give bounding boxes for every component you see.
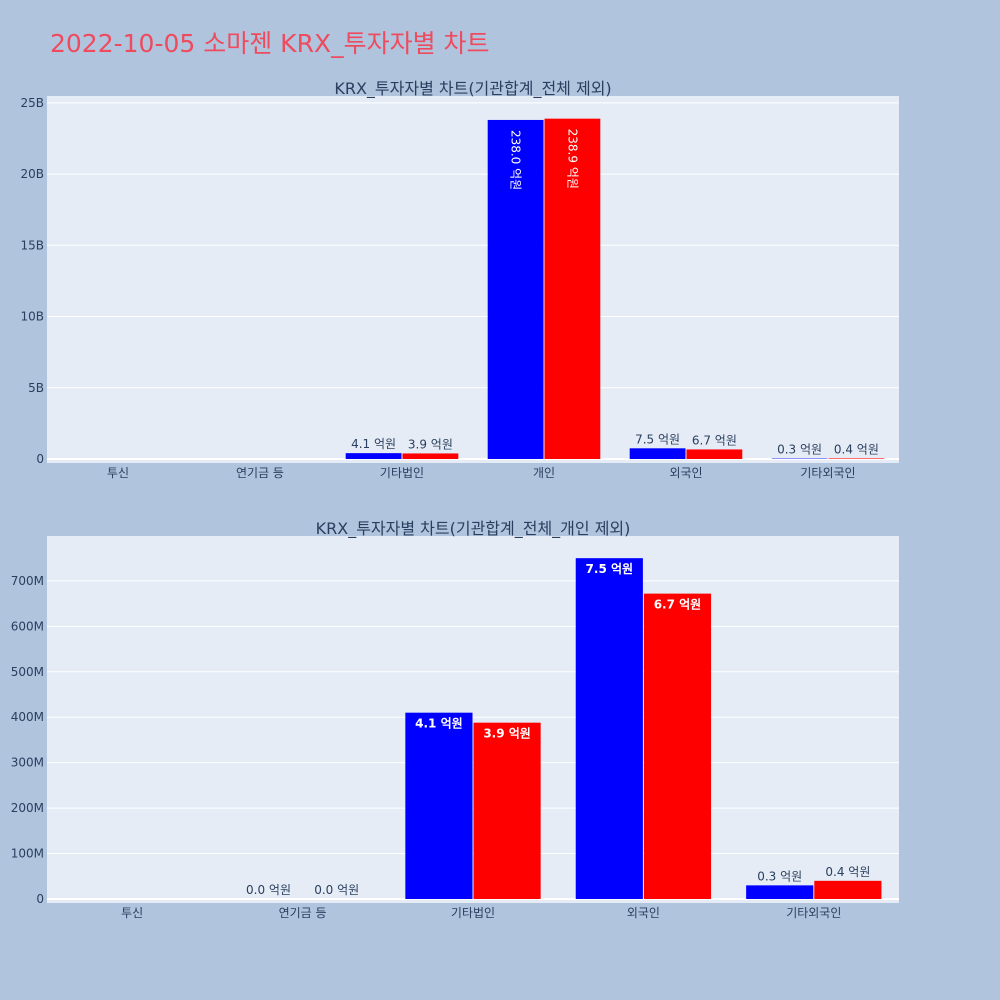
- y-tick-label: 200M: [11, 801, 44, 815]
- bar: [686, 449, 743, 459]
- bar: [345, 453, 402, 459]
- x-tick-label: 투신: [107, 466, 129, 480]
- x-tick-label: 기타외국인: [786, 906, 841, 920]
- bar: [814, 880, 882, 899]
- data-label: 4.1 억원: [351, 437, 396, 451]
- data-label: 6.7 억원: [692, 433, 737, 447]
- data-label: 3.9 억원: [483, 727, 531, 741]
- data-label: 7.5 억원: [635, 432, 680, 446]
- bar: [544, 118, 601, 460]
- bar: [828, 458, 885, 459]
- x-tick-label: 외국인: [627, 906, 660, 920]
- y-tick-label: 15B: [20, 238, 44, 252]
- y-tick-label: 700M: [11, 574, 44, 588]
- y-tick-label: 20B: [20, 167, 44, 181]
- y-tick-label: 300M: [11, 756, 44, 770]
- data-label: 4.1 억원: [415, 717, 463, 731]
- x-tick-label: 외국인: [669, 466, 702, 480]
- y-tick-label: 10B: [20, 310, 44, 324]
- bar: [643, 593, 712, 899]
- data-label: 0.4 억원: [825, 865, 870, 879]
- plot-area-0: [47, 96, 899, 463]
- plot-area-1: [47, 536, 899, 903]
- x-tick-label: 개인: [533, 466, 555, 480]
- x-tick-label: 연기금 등: [236, 466, 284, 480]
- page-title: 2022-10-05 소마젠 KRX_투자자별 차트: [50, 29, 490, 58]
- x-tick-label: 기타외국인: [800, 466, 855, 480]
- bar: [402, 453, 459, 459]
- bar: [575, 558, 643, 899]
- y-tick-label: 500M: [11, 665, 44, 679]
- bar: [629, 448, 686, 459]
- y-tick-label: 100M: [11, 847, 44, 861]
- y-tick-label: 25B: [20, 96, 44, 110]
- y-tick-label: 5B: [28, 381, 44, 395]
- y-tick-label: 600M: [11, 619, 44, 633]
- x-tick-label: 투신: [121, 906, 143, 920]
- data-label: 0.3 억원: [757, 869, 802, 883]
- y-tick-label: 0: [36, 452, 44, 466]
- x-tick-label: 기타법인: [380, 466, 424, 480]
- data-label: 3.9 억원: [408, 437, 453, 451]
- y-tick-label: 400M: [11, 710, 44, 724]
- x-tick-label: 연기금 등: [279, 906, 327, 920]
- data-label: 238.0 억원: [509, 130, 523, 190]
- data-label: 7.5 억원: [586, 562, 634, 576]
- data-label: 6.7 억원: [654, 598, 702, 612]
- chart-title: KRX_투자자별 차트(기관합계_전체_개인 제외): [316, 519, 631, 539]
- bar: [473, 722, 541, 899]
- bar: [487, 119, 544, 459]
- x-tick-label: 기타법인: [451, 906, 495, 920]
- data-label: 0.0 억원: [246, 883, 291, 897]
- data-label: 238.9 억원: [565, 129, 579, 189]
- data-label: 0.3 억원: [777, 443, 822, 457]
- data-label: 0.0 억원: [314, 883, 359, 897]
- y-tick-label: 0: [36, 892, 44, 906]
- bar: [746, 885, 814, 899]
- data-label: 0.4 억원: [834, 442, 879, 456]
- chart-title: KRX_투자자별 차트(기관합계_전체 제외): [334, 79, 611, 99]
- bar: [405, 712, 473, 899]
